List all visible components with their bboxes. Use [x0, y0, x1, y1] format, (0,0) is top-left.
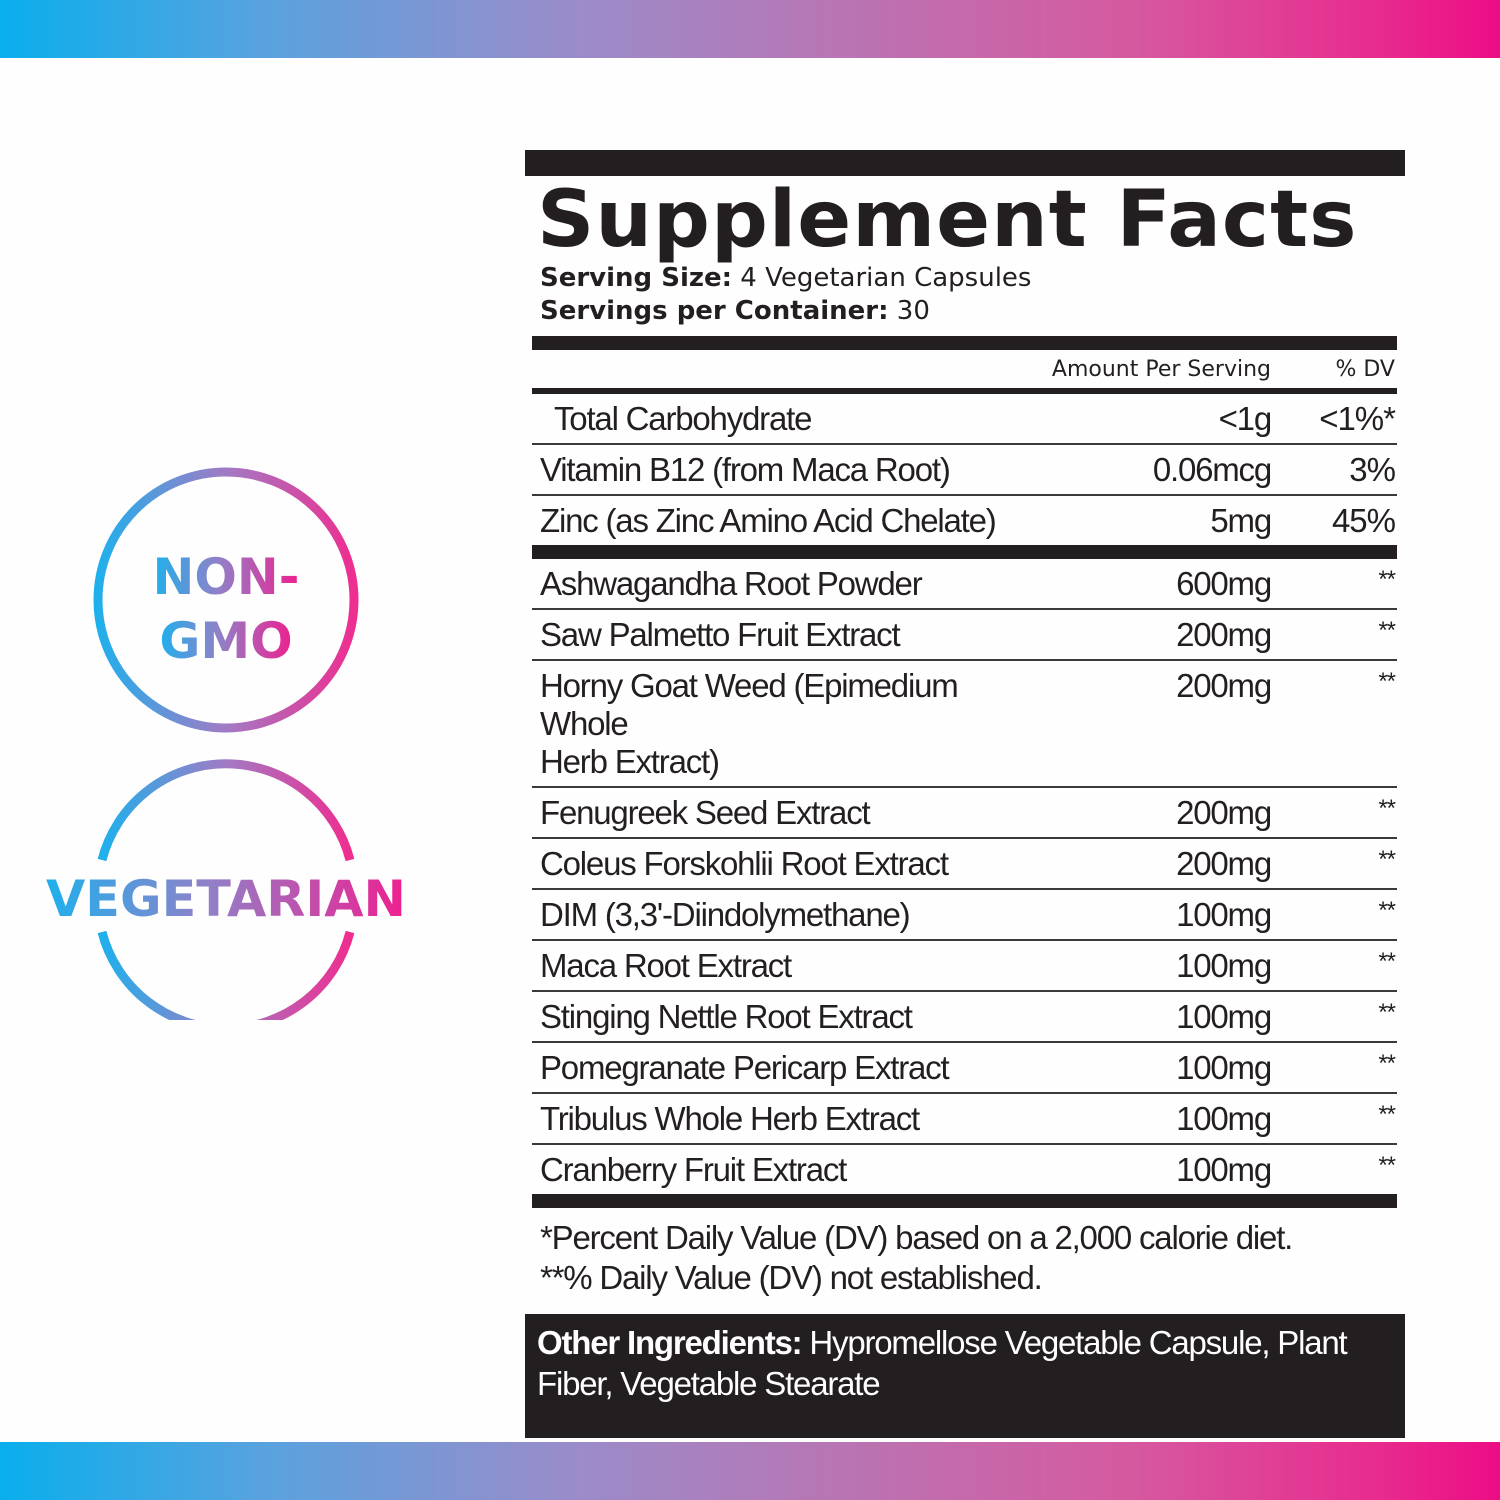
ingredient-name-line1: Horny Goat Weed (Epimedium Whole: [540, 667, 959, 742]
ingredient-row: Maca Root Extract 100mg **: [532, 941, 1397, 992]
bottom-gradient-band: [0, 1442, 1500, 1500]
ingredient-name: Tribulus Whole Herb Extract: [540, 1100, 920, 1137]
nutrient-name: Total Carbohydrate: [554, 400, 812, 437]
thick-rule: [532, 336, 1397, 350]
other-ingredients: Other Ingredients: Hypromellose Vegetabl…: [525, 1314, 1405, 1438]
ingredient-name: Pomegranate Pericarp Extract: [540, 1049, 950, 1086]
ingredient-row: DIM (3,3'-Diindolymethane) 100mg **: [532, 890, 1397, 941]
ingredient-dv: **: [1378, 795, 1396, 822]
footnote-dv-not-established: **% Daily Value (DV) not established.: [540, 1259, 1043, 1296]
ingredient-amount: 100mg: [1176, 896, 1272, 933]
header-rule: [532, 388, 1397, 394]
vegetarian-label: VEGETARIAN: [46, 870, 406, 928]
ingredient-amount: 100mg: [1176, 1151, 1272, 1188]
top-rule: [525, 150, 1405, 176]
serving-size-value: 4 Vegetarian Capsules: [740, 263, 1032, 293]
ingredient-row: Pomegranate Pericarp Extract 100mg **: [532, 1043, 1397, 1094]
ingredient-dv: **: [1378, 846, 1396, 873]
ingredient-dv: **: [1378, 999, 1396, 1026]
thick-rule: [532, 545, 1397, 559]
nutrient-row: Zinc (as Zinc Amino Acid Chelate) 5mg 45…: [532, 496, 1397, 545]
ingredient-amount: 200mg: [1176, 667, 1272, 704]
ingredient-dv: **: [1378, 668, 1396, 695]
serving-size-label: Serving Size:: [540, 263, 733, 293]
vegetarian-arc-bottom-icon: [97, 930, 355, 1020]
ingredient-amount: 200mg: [1176, 616, 1272, 653]
amount-per-serving-header: Amount Per Serving: [1051, 356, 1271, 382]
ingredient-row: Ashwagandha Root Powder 600mg **: [532, 559, 1397, 610]
ingredient-amount: 100mg: [1176, 998, 1272, 1035]
nutrient-dv: 45%: [1331, 502, 1396, 539]
thick-rule: [532, 1194, 1397, 1208]
ingredient-amount: 600mg: [1176, 565, 1272, 602]
nutrient-dv: 3%: [1349, 451, 1396, 488]
ingredient-row: Coleus Forskohlii Root Extract 200mg **: [532, 839, 1397, 890]
ingredient-name: Maca Root Extract: [540, 947, 792, 984]
nutrient-name: Vitamin B12 (from Maca Root): [540, 451, 951, 488]
non-gmo-line1: NON-: [153, 548, 300, 606]
ingredient-dv: **: [1378, 948, 1396, 975]
ingredient-name: Cranberry Fruit Extract: [540, 1151, 847, 1188]
ingredient-amount: 100mg: [1176, 1100, 1272, 1137]
column-header: Amount Per Serving % DV: [532, 350, 1397, 388]
ingredient-name: Coleus Forskohlii Root Extract: [540, 845, 949, 882]
ingredient-name: Stinging Nettle Root Extract: [540, 998, 913, 1035]
badges-graphic: NON- GMO VEGETARIAN: [46, 467, 406, 1020]
servings-per-container-value: 30: [896, 296, 930, 326]
footnotes: *Percent Daily Value (DV) based on a 2,0…: [532, 1208, 1397, 1308]
ingredient-row: Stinging Nettle Root Extract 100mg **: [532, 992, 1397, 1043]
ingredient-amount: 200mg: [1176, 845, 1272, 882]
top-gradient-band: [0, 0, 1500, 58]
ingredient-dv: **: [1378, 1101, 1396, 1128]
nutrient-row: Vitamin B12 (from Maca Root) 0.06mcg 3%: [532, 445, 1397, 496]
ingredient-dv: **: [1378, 566, 1396, 593]
nutrient-name: Zinc (as Zinc Amino Acid Chelate): [540, 502, 997, 539]
ingredient-dv: **: [1378, 1152, 1396, 1179]
ingredient-row: Fenugreek Seed Extract 200mg **: [532, 788, 1397, 839]
supplement-facts-panel: Supplement Facts Serving Size: 4 Vegetar…: [525, 150, 1405, 1438]
nutrient-row: Total Carbohydrate <1g <1%*: [532, 394, 1397, 445]
vegetarian-arc-top-icon: [97, 759, 355, 862]
ingredient-name: Saw Palmetto Fruit Extract: [540, 616, 901, 653]
ingredient-name-line2: Herb Extract): [540, 743, 720, 780]
servings-per-container-label: Servings per Container:: [540, 296, 889, 326]
servings-per-container: Servings per Container: 30: [540, 295, 1405, 328]
panel-title: Supplement Facts: [537, 175, 1358, 265]
non-gmo-badge: NON- GMO: [93, 467, 359, 733]
dv-header: % DV: [1335, 356, 1395, 382]
nutrient-amount: 5mg: [1210, 502, 1272, 539]
ingredient-amount: 100mg: [1176, 1049, 1272, 1086]
ingredient-name: Ashwagandha Root Powder: [540, 565, 923, 602]
ingredient-name: Fenugreek Seed Extract: [540, 794, 871, 831]
ingredient-row: Tribulus Whole Herb Extract 100mg **: [532, 1094, 1397, 1145]
ingredient-row: Saw Palmetto Fruit Extract 200mg **: [532, 610, 1397, 661]
vegetarian-badge: VEGETARIAN: [46, 759, 406, 1020]
ingredient-dv: **: [1378, 1050, 1396, 1077]
footnote-dv-basis: *Percent Daily Value (DV) based on a 2,0…: [540, 1219, 1293, 1256]
non-gmo-circle-icon: [93, 467, 359, 733]
nutrient-amount: <1g: [1218, 400, 1273, 437]
nutrient-dv: <1%*: [1319, 400, 1396, 437]
ingredient-dv: **: [1378, 617, 1396, 644]
non-gmo-line2: GMO: [159, 612, 292, 670]
ingredient-dv: **: [1378, 897, 1396, 924]
ingredient-name: Horny Goat Weed (Epimedium Whole Herb Ex…: [532, 661, 1031, 786]
nutrient-amount: 0.06mcg: [1152, 451, 1272, 488]
other-ingredients-value: Hypromellose Vegetable Capsule, Plant Fi…: [537, 1324, 1348, 1402]
ingredient-name: DIM (3,3'-Diindolymethane): [540, 896, 911, 933]
other-ingredients-label: Other Ingredients:: [537, 1324, 803, 1361]
ingredient-amount: 100mg: [1176, 947, 1272, 984]
serving-size: Serving Size: 4 Vegetarian Capsules: [540, 262, 1405, 295]
ingredient-row: Horny Goat Weed (Epimedium Whole Herb Ex…: [532, 661, 1397, 788]
ingredient-amount: 200mg: [1176, 794, 1272, 831]
ingredient-row: Cranberry Fruit Extract 100mg **: [532, 1145, 1397, 1194]
